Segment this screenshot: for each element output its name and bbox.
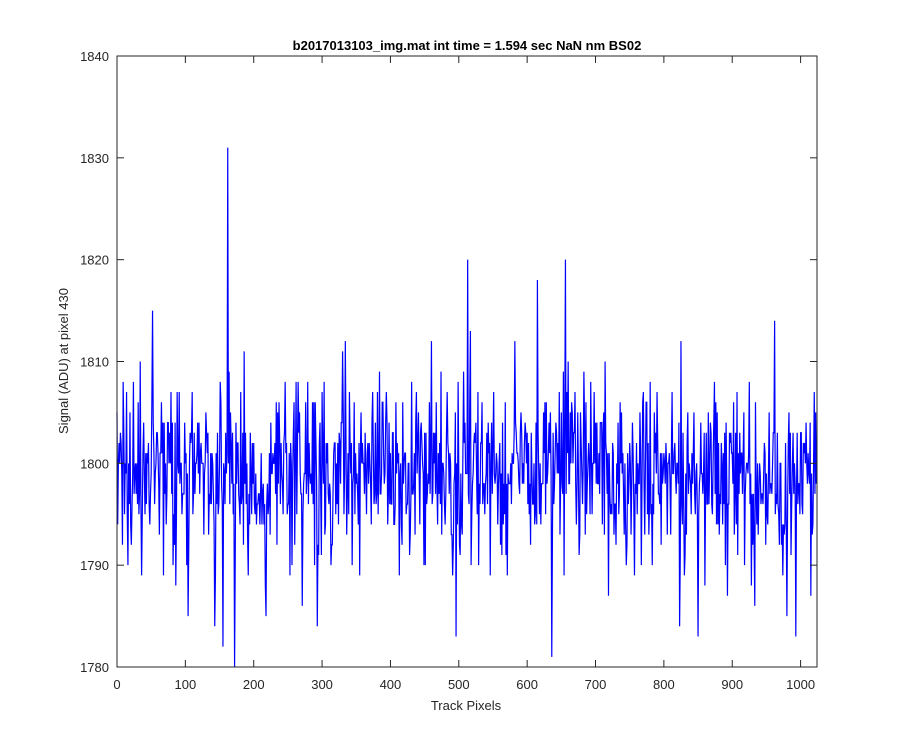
x-tick-label: 100 xyxy=(175,677,197,692)
y-tick-label: 1810 xyxy=(80,355,109,370)
x-tick-label: 0 xyxy=(113,677,120,692)
y-axis-label: Signal (ADU) at pixel 430 xyxy=(56,288,71,434)
ticks-layer: 0 100 200 300 400 500 600 700 800 900 1000 1780 1790… xyxy=(80,49,817,692)
y-tick-label: 1820 xyxy=(80,253,109,268)
x-axis-label: Track Pixels xyxy=(431,698,502,713)
x-tick-label: 1000 xyxy=(786,677,815,692)
x-tick-label: 800 xyxy=(653,677,675,692)
x-tick-label: 900 xyxy=(721,677,743,692)
chart-title: b2017013103_img.mat int time = 1.594 sec… xyxy=(293,38,642,53)
x-tick-label: 400 xyxy=(380,677,402,692)
signal-series-line xyxy=(116,147,817,668)
x-tick-label: 600 xyxy=(516,677,538,692)
x-tick-label: 500 xyxy=(448,677,470,692)
y-tick-label: 1780 xyxy=(80,660,109,675)
y-tick-label: 1800 xyxy=(80,456,109,471)
x-tick-label: 300 xyxy=(311,677,333,692)
plot-area: 0 100 200 300 400 500 600 700 800 900 1000 1780 1790… xyxy=(80,49,818,692)
x-tick-label: 200 xyxy=(243,677,265,692)
series-layer xyxy=(116,147,817,668)
y-tick-label: 1830 xyxy=(80,151,109,166)
y-tick-label: 1840 xyxy=(80,49,109,64)
y-tick-label: 1790 xyxy=(80,558,109,573)
x-tick-label: 700 xyxy=(585,677,607,692)
